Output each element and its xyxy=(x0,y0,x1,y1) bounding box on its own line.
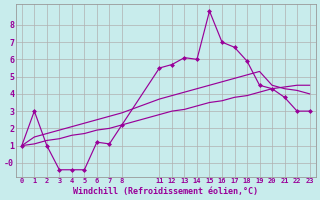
X-axis label: Windchill (Refroidissement éolien,°C): Windchill (Refroidissement éolien,°C) xyxy=(73,187,258,196)
